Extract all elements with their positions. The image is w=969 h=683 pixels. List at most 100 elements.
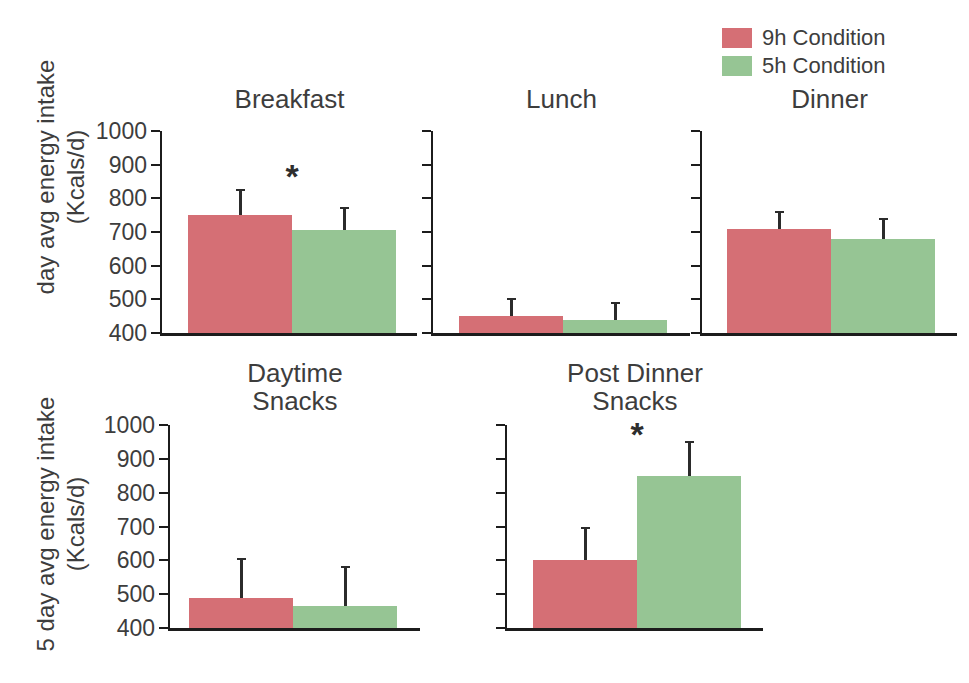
y-axis-tick: [691, 164, 700, 166]
y-axis-tick: [496, 593, 505, 595]
bar-5h-condition: [831, 239, 935, 333]
y-axis-tick: [691, 197, 700, 199]
bar-5h-condition: [292, 230, 396, 333]
legend-item-5h: 5h Condition: [722, 52, 886, 80]
y-axis-tick-label: 600: [63, 254, 147, 278]
bar-9h-condition: [727, 229, 831, 333]
y-axis-tick: [151, 231, 160, 233]
y-axis-tick: [151, 298, 160, 300]
y-axis-tick: [151, 332, 160, 334]
bar-5h-condition: [293, 606, 397, 628]
error-bar-cap: [237, 558, 246, 560]
x-axis: [431, 333, 690, 336]
error-bar-9h-condition: [778, 212, 781, 229]
error-bar-5h-condition: [688, 442, 691, 476]
y-axis-tick: [159, 526, 168, 528]
y-axis-tick: [159, 627, 168, 629]
y-axis-tick-label: 700: [71, 515, 155, 539]
error-bar-9h-condition: [510, 299, 513, 316]
error-bar-9h-condition: [239, 190, 242, 215]
y-axis-tick: [151, 130, 160, 132]
error-bar-cap: [341, 566, 350, 568]
legend-label-9h: 9h Condition: [762, 25, 886, 51]
error-bar-5h-condition: [344, 567, 347, 606]
y-axis-tick: [151, 265, 160, 267]
legend-swatch-5h: [722, 56, 752, 76]
y-axis: [505, 425, 507, 631]
error-bar-cap: [611, 302, 620, 304]
y-axis-tick: [159, 458, 168, 460]
y-axis-tick: [159, 424, 168, 426]
panel-title: Dinner: [702, 85, 957, 113]
y-axis-tick-label: 800: [71, 481, 155, 505]
y-axis-tick-label: 800: [63, 186, 147, 210]
y-axis-tick: [496, 492, 505, 494]
panel-title: Post DinnerSnacks: [507, 359, 763, 415]
y-axis-tick: [496, 526, 505, 528]
y-axis: [160, 131, 162, 336]
y-axis-tick: [422, 265, 431, 267]
error-bar-cap: [685, 441, 694, 443]
y-axis-tick: [159, 559, 168, 561]
y-axis-tick: [151, 197, 160, 199]
y-axis-tick: [151, 164, 160, 166]
y-axis-tick: [496, 458, 505, 460]
error-bar-cap: [775, 211, 784, 213]
y-axis-tick: [496, 627, 505, 629]
error-bar-5h-condition: [882, 219, 885, 239]
panel-title: DaytimeSnacks: [170, 359, 420, 415]
x-axis: [160, 333, 417, 336]
y-axis-tick: [691, 298, 700, 300]
x-axis: [505, 628, 763, 631]
y-axis-tick: [422, 298, 431, 300]
error-bar-9h-condition: [240, 559, 243, 598]
y-axis-tick: [496, 559, 505, 561]
y-axis: [168, 425, 170, 631]
significance-asterisk: *: [617, 417, 657, 451]
y-axis-tick: [422, 332, 431, 334]
legend-item-9h: 9h Condition: [722, 24, 886, 52]
error-bar-5h-condition: [614, 303, 617, 320]
error-bar-cap: [236, 189, 245, 191]
error-bar-cap: [879, 218, 888, 220]
error-bar-cap: [507, 298, 516, 300]
y-axis-tick: [691, 231, 700, 233]
y-axis-tick: [159, 593, 168, 595]
y-axis-tick-label: 500: [63, 287, 147, 311]
legend-label-5h: 5h Condition: [762, 53, 886, 79]
y-axis-tick: [496, 424, 505, 426]
error-bar-cap: [581, 527, 590, 529]
significance-asterisk: *: [272, 159, 312, 193]
figure-canvas: 9h Condition 5h Condition day avg energy…: [0, 0, 969, 683]
y-axis-tick-label: 400: [63, 321, 147, 345]
y-axis-tick: [159, 492, 168, 494]
y-axis-tick: [691, 332, 700, 334]
error-bar-9h-condition: [584, 528, 587, 560]
y-axis-tick-label: 1000: [63, 119, 147, 143]
error-bar-5h-condition: [343, 208, 346, 230]
y-axis-tick-label: 700: [63, 220, 147, 244]
bar-9h-condition: [189, 598, 293, 628]
panel-title: Lunch: [433, 85, 690, 113]
y-axis-tick: [691, 130, 700, 132]
legend-swatch-9h: [722, 28, 752, 48]
y-axis-tick: [422, 164, 431, 166]
y-axis-tick: [691, 265, 700, 267]
y-axis-tick-label: 1000: [71, 413, 155, 437]
y-axis-tick: [422, 130, 431, 132]
y-axis-tick-label: 900: [63, 153, 147, 177]
bar-5h-condition: [563, 320, 667, 333]
bar-9h-condition: [533, 560, 637, 628]
x-axis: [168, 628, 420, 631]
error-bar-cap: [340, 207, 349, 209]
y-axis: [700, 131, 702, 336]
y-axis-tick-label: 900: [71, 447, 155, 471]
legend: 9h Condition 5h Condition: [722, 24, 886, 80]
bar-9h-condition: [459, 316, 563, 333]
x-axis: [700, 333, 957, 336]
y-axis-tick-label: 400: [71, 616, 155, 640]
y-axis-tick-label: 600: [71, 548, 155, 572]
y-axis-tick-label: 500: [71, 582, 155, 606]
bar-9h-condition: [188, 215, 292, 333]
panel-title: Breakfast: [162, 85, 417, 113]
